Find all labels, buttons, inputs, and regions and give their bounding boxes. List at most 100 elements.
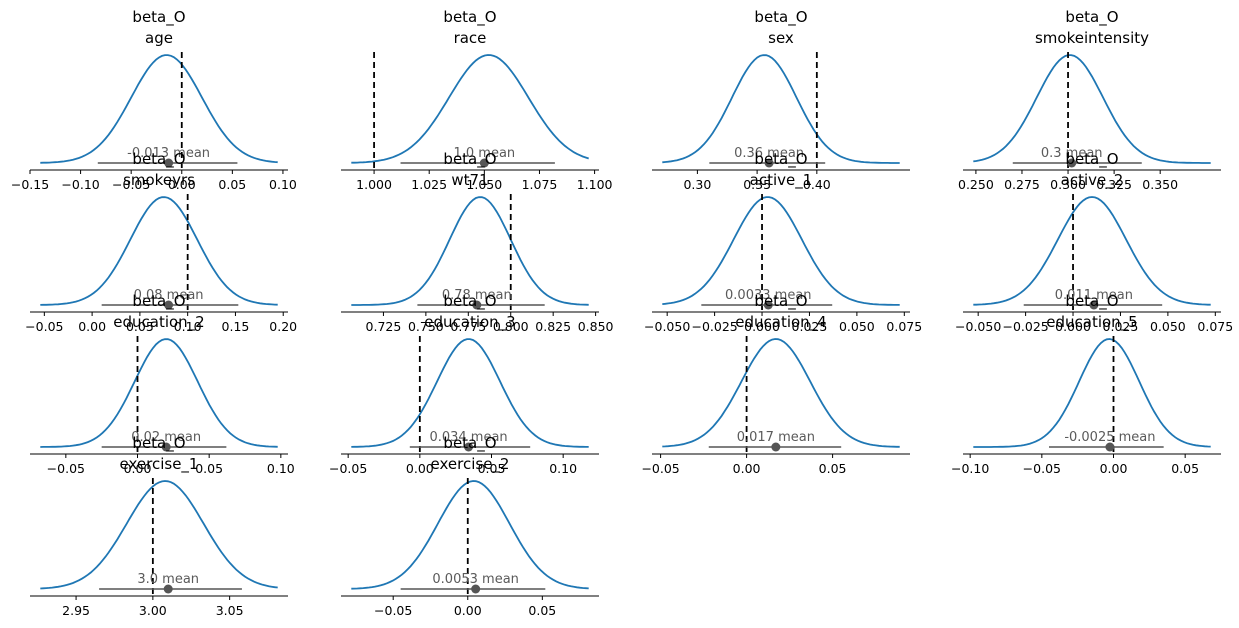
x-tick-label: −0.10 [61,177,99,192]
mean-label: 0.017 mean [737,430,815,445]
panel-title: beta_O [754,8,807,27]
mean-label: 0.0053 mean [432,572,519,587]
x-tick-label: 0.00 [733,461,761,476]
x-tick-label: 0.050 [1150,319,1186,334]
panel-title: beta_O [132,434,185,453]
x-tick-label: 0.00 [454,603,482,618]
density-curve [662,54,900,164]
panel-title: beta_O [1065,292,1118,311]
x-tick-label: −0.05 [47,461,85,476]
panel-education-3: 0.034 mean−0.05 0.00 0.05 0.10beta_Oeducati… [329,292,599,476]
panel-title: beta_O [443,150,496,169]
x-tick-label: 0.05 [1171,461,1199,476]
density-curve [973,196,1211,306]
mean-point [763,300,773,310]
x-tick-label: 0.050 [839,319,875,334]
x-tick-label: 1.025 [411,177,447,192]
x-tick-label: 1.100 [577,177,613,192]
x-tick-label: 0.350 [1142,177,1178,192]
panel-education-4: 0.017 mean −0.05 0.00 0.05 beta_O education_4 [641,292,910,476]
density-curve [40,196,278,306]
panel-smokeyrs: 0.08 mean −0.05 0.00 0.05 0.10 0.15 0.20 beta_O… [25,150,297,334]
x-tick-label: 0.725 [366,319,402,334]
x-tick-label: 0.075 [886,319,922,334]
x-tick-label: 2.95 [62,603,90,618]
x-tick-label: 0.000 [744,319,780,334]
x-tick-label: −0.050 [955,319,1001,334]
x-tick-label: 0.000 [1055,319,1091,334]
density-curve [662,196,900,306]
x-tick-label: 0.750 [408,319,444,334]
x-tick-label: −0.15 [11,177,49,192]
panel-subtitle: wt71 [451,171,488,189]
x-tick-label: 0.300 [1050,177,1086,192]
x-tick-label: 0.05 [478,461,506,476]
x-tick-label: 0.05 [819,461,847,476]
panel-subtitle: race [454,29,487,47]
x-tick-label: 0.275 [1004,177,1040,192]
x-tick-label: 0.10 [549,461,577,476]
panel-education-2: 0.02 mean −0.05 0.00 0.05 0.10 beta_O educatio… [30,292,295,476]
x-tick-label: −0.05 [25,319,63,334]
density-curve [40,54,278,164]
mean-point [1089,300,1099,310]
mean-label: 0.02 mean [131,430,201,445]
panel-active-2: 0.011 mean −0.050 −0.025 0.000 0.025 0.050 0.0… [955,150,1233,334]
x-tick-label: −0.025 [691,319,737,334]
panel-subtitle: education_5 [1046,313,1137,332]
x-tick-label: 1.000 [356,177,392,192]
x-tick-label: 0.825 [535,319,571,334]
density-curve [973,54,1211,164]
panel-subtitle: exercise_1 [120,455,199,474]
mean-point [764,158,774,168]
x-tick-label: 0.850 [578,319,614,334]
density-curve [40,480,278,590]
x-tick-label: 0.10 [174,319,202,334]
x-tick-label: −0.05 [641,461,679,476]
x-tick-label: 0.250 [958,177,994,192]
panel-wt71: 0.78 mean 0.725 0.750 0.775 0.800 0.825 0.850 b… [341,150,614,334]
panel-exercise-2: 0.0053 mean −0.05 0.00 0.05 beta_O exercise_2 [341,434,599,618]
panel-education-5: -0.0025 mean −0.10 −0.05 0.00 0.05 beta_Oeduc… [951,292,1221,476]
mean-point [163,584,173,594]
mean-point [164,158,174,168]
x-tick-label: 0.10 [269,177,297,192]
panel-title: beta_O [754,292,807,311]
panel-age: -0.013 mean −0.15 −0.10 −0.05 0.00 0.05 0.10 be… [11,8,297,192]
panel-subtitle: sex [768,29,794,47]
x-tick-label: 3.00 [139,603,167,618]
mean-label: 0.3 mean [1041,146,1103,161]
mean-label: 0.78 mean [442,288,512,303]
x-tick-label: 0.325 [1096,177,1132,192]
x-tick-label: 0.775 [450,319,486,334]
x-tick-label: 0.05 [195,461,223,476]
mean-label: -0.013 mean [127,146,210,161]
panel-subtitle: education_4 [735,313,826,332]
x-tick-label: 0.00 [124,461,152,476]
x-tick-label: 1.050 [466,177,502,192]
panel-title: beta_O [443,8,496,27]
x-tick-label: 0.15 [222,319,250,334]
panel-subtitle: education_3 [424,313,515,332]
density-curve [351,196,589,306]
x-tick-label: 0.05 [126,319,154,334]
x-tick-label: 0.025 [1103,319,1139,334]
mean-point [464,442,474,452]
panel-title: beta_O [1065,8,1118,27]
x-tick-label: 0.05 [218,177,246,192]
mean-label: 0.034 mean [429,430,507,445]
x-tick-label: 0.800 [493,319,529,334]
x-tick-label: 0.00 [406,461,434,476]
panel-title: beta_O [132,150,185,169]
mean-label: -0.0025 mean [1064,430,1155,445]
panel-subtitle: exercise_2 [431,455,510,474]
x-tick-label: 0.40 [803,177,831,192]
mean-label: 0.011 mean [1055,288,1133,303]
panel-exercise-1: 3.0 mean 2.95 3.00 3.05 beta_O exercise_1 [30,434,288,618]
mean-point [472,300,482,310]
panel-title: beta_O [754,150,807,169]
mean-point [1067,158,1077,168]
panel-title: beta_O [443,292,496,311]
